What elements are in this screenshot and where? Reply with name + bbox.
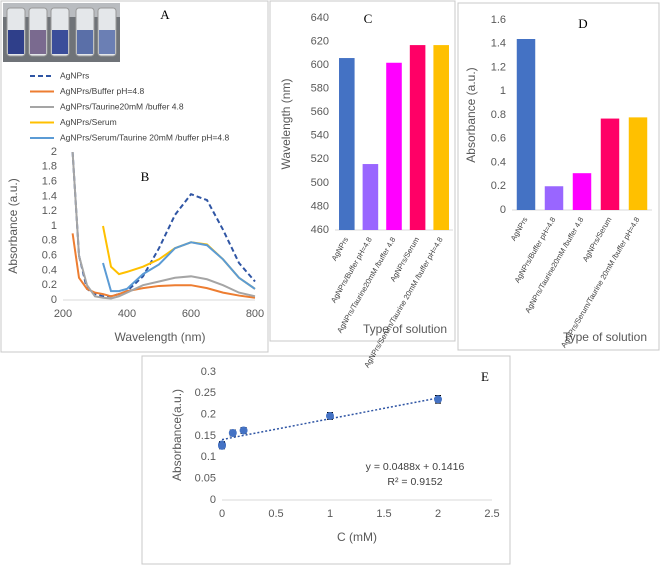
y-tick-label: 460 — [311, 224, 329, 236]
y-tick-label: 0.4 — [491, 156, 506, 168]
y-tick-label: 1 — [500, 85, 506, 97]
x-axis-title: Type of solution — [563, 330, 647, 344]
category-label: AgNPrs — [509, 215, 530, 242]
panel-label: D — [578, 16, 587, 31]
point — [434, 395, 442, 404]
y-tick-label: 0.6 — [42, 250, 57, 262]
bar — [409, 45, 426, 230]
x-tick-label: 1 — [327, 508, 333, 520]
y-tick-label: 0.2 — [42, 279, 57, 291]
y-axis-title: Absorbance (a.u.) — [464, 67, 478, 162]
panel-label: C — [364, 11, 373, 26]
bar — [433, 45, 449, 230]
category-label: AgNPrs/Serum — [581, 215, 614, 263]
category-label: AgNPrs — [330, 235, 351, 262]
y-axis-title: Absorbance(a.u.) — [170, 389, 184, 481]
y-tick-label: 1.4 — [42, 190, 57, 202]
y-tick-label: 0 — [210, 494, 216, 506]
panel-border — [0, 0, 269, 353]
panel-label: B — [141, 169, 150, 184]
panel-border — [141, 355, 511, 565]
y-tick-label: 580 — [311, 83, 329, 95]
y-tick-label: 0.8 — [42, 235, 57, 247]
x-axis-title: C (mM) — [337, 530, 377, 544]
panel-border — [457, 2, 660, 351]
x-axis-title: Type of solution — [363, 322, 447, 336]
panel-label: E — [481, 369, 489, 384]
legend-label: AgNPrs/Serum/Taurine 20mM /buffer pH=4.8 — [60, 132, 229, 142]
x-tick-label: 200 — [54, 308, 72, 320]
bar — [339, 58, 355, 230]
point — [228, 429, 237, 438]
bar — [516, 39, 536, 210]
y-tick-label: 1.8 — [42, 161, 57, 173]
point — [218, 441, 226, 450]
y-tick-label: 1.6 — [42, 176, 57, 188]
y-tick-label: 620 — [311, 35, 329, 47]
bar — [600, 118, 620, 210]
y-tick-label: 0.8 — [491, 109, 506, 121]
y-tick-label: 0.4 — [42, 264, 57, 276]
point — [239, 426, 248, 435]
y-tick-label: 0.1 — [201, 451, 216, 463]
y-tick-label: 2 — [51, 146, 57, 158]
y-tick-label: 1.4 — [491, 38, 506, 50]
y-tick-label: 1.6 — [491, 14, 506, 26]
spectrum-line — [102, 241, 256, 293]
y-tick-label: 500 — [311, 177, 329, 189]
x-tick-label: 2.5 — [484, 508, 499, 520]
y-tick-label: 520 — [311, 153, 329, 165]
legend-label: AgNPrs/Taurine20mM /buffer 4.8 — [60, 101, 184, 111]
y-tick-label: 0.25 — [195, 387, 216, 399]
equation: y = 0.0488x + 0.1416 — [366, 461, 465, 473]
x-tick-label: 2 — [435, 508, 441, 520]
y-tick-label: 0.2 — [201, 409, 216, 421]
legend-label: AgNPrs/Serum — [60, 117, 117, 127]
r-squared: R² = 0.9152 — [387, 476, 442, 488]
x-axis-title: Wavelength (nm) — [115, 330, 206, 344]
bar — [628, 117, 648, 210]
y-tick-label: 1 — [51, 220, 57, 232]
y-tick-label: 540 — [311, 130, 329, 142]
x-tick-label: 0 — [219, 508, 225, 520]
y-tick-label: 640 — [311, 12, 329, 24]
spectrum-line — [102, 225, 256, 290]
bar — [362, 164, 379, 230]
panel-label: A — [160, 7, 170, 22]
spectrum-line — [71, 151, 256, 300]
y-tick-label: 0.6 — [491, 133, 506, 145]
x-tick-label: 800 — [246, 308, 264, 320]
bar — [572, 173, 592, 210]
y-tick-label: 0.2 — [491, 180, 506, 192]
panel-border — [269, 0, 456, 342]
bar — [386, 62, 402, 230]
category-label: AgNPrs/Taurine20mM /buffer 4.8 — [523, 215, 585, 314]
x-tick-label: 400 — [118, 308, 136, 320]
y-tick-label: 0.05 — [195, 473, 216, 485]
y-tick-label: 560 — [311, 106, 329, 118]
vial-photo — [3, 3, 120, 62]
point — [326, 411, 334, 420]
x-tick-label: 0.5 — [268, 508, 283, 520]
spectrum-line — [71, 151, 256, 298]
y-tick-label: 480 — [311, 200, 329, 212]
y-tick-label: 0 — [500, 204, 506, 216]
y-axis-title: Absorbance (a.u.) — [6, 178, 20, 273]
y-axis-title: Wavelength (nm) — [279, 79, 293, 170]
y-tick-label: 0.15 — [195, 430, 216, 442]
y-tick-label: 1.2 — [491, 61, 506, 73]
y-tick-label: 600 — [311, 59, 329, 71]
bar — [544, 186, 564, 210]
legend-label: AgNPrs/Buffer pH=4.8 — [60, 86, 144, 96]
x-tick-label: 1.5 — [376, 508, 391, 520]
y-tick-label: 0 — [51, 294, 57, 306]
x-tick-label: 600 — [182, 308, 200, 320]
legend-label: AgNPrs — [60, 70, 89, 80]
y-tick-label: 1.2 — [42, 205, 57, 217]
y-tick-label: 0.3 — [201, 366, 216, 378]
